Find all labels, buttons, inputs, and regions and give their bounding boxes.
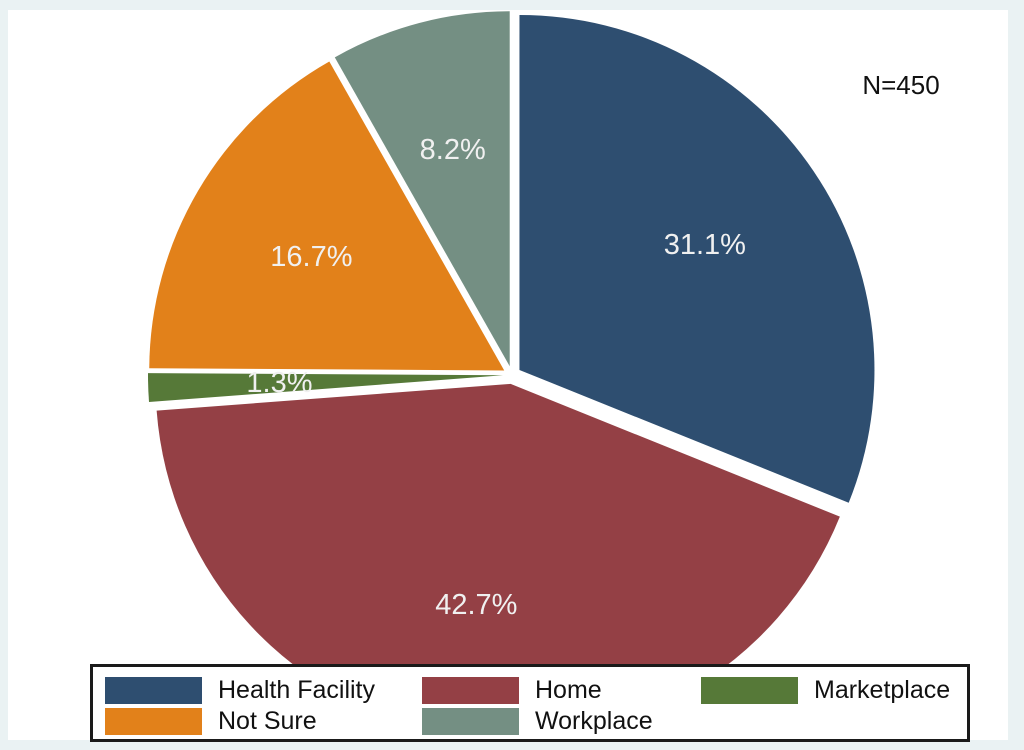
pie-slice-not-sure [149,61,505,371]
legend-label-home: Home [535,676,602,704]
pie-slice-label-marketplace: 1.3% [246,367,312,399]
legend-label-marketplace: Marketplace [814,676,951,704]
sample-size-annotation: N=450 [862,70,940,100]
legend-swatch-health-facility [105,677,202,704]
pie-slice-label-health-facility: 31.1% [664,229,746,261]
pie-slice-label-not-sure: 16.7% [270,241,352,273]
pie-slice-workplace [334,11,510,367]
legend-label-workplace: Workplace [535,707,653,735]
legend-label-health-facility: Health Facility [218,676,375,704]
legend-label-not-sure: Not Sure [218,707,317,735]
legend-swatch-home [422,677,519,704]
pie-slice-marketplace [148,373,504,403]
legend: Health Facility Home Marketplace Not Sure Wo… [90,664,970,742]
legend-swatch-marketplace [701,677,798,704]
pie-slice-label-workplace: 8.2% [420,134,486,166]
legend-swatch-workplace [422,708,519,735]
pie-slice-home [156,383,840,739]
pie-slice-label-home: 42.7% [435,589,517,621]
legend-swatch-not-sure [105,708,202,735]
pie-slice-health-facility [519,14,875,503]
